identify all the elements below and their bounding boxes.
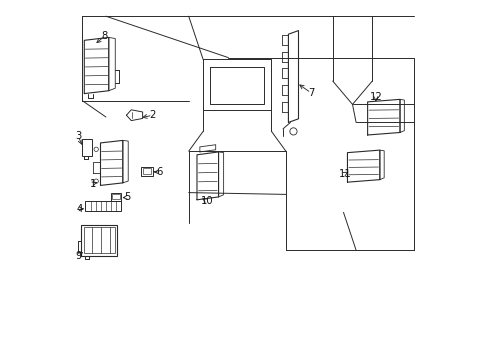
Text: 2: 2 [149,110,156,120]
Bar [141,167,152,176]
Text: 7: 7 [307,88,314,98]
Text: 6: 6 [156,167,163,177]
Text: 5: 5 [124,192,130,202]
Text: 8: 8 [102,31,108,41]
Bar [112,194,120,199]
Bar [81,225,117,256]
Bar [85,201,121,211]
Text: 4: 4 [76,204,82,214]
Text: 10: 10 [200,196,213,206]
Text: 11: 11 [338,168,351,179]
Text: 3: 3 [75,131,81,141]
Bar [142,168,151,174]
Bar [81,139,92,156]
Bar [83,227,114,253]
Bar [110,193,121,201]
Text: 1: 1 [90,179,96,189]
Text: 12: 12 [369,92,382,102]
Text: 9: 9 [75,251,81,261]
